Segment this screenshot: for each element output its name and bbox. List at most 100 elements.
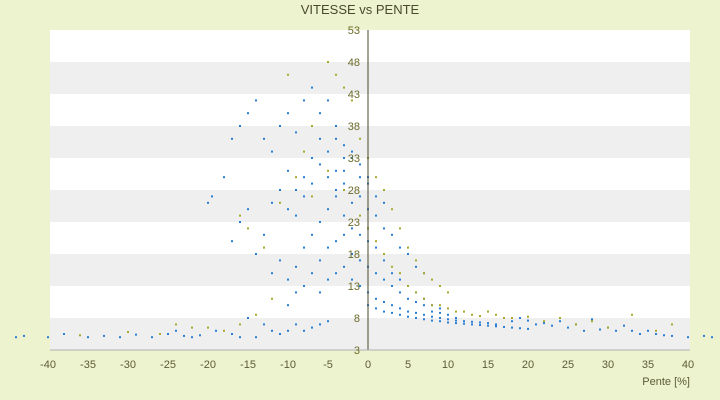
data-point [591,318,593,321]
data-point [647,329,649,332]
grid-band [50,222,690,254]
data-point [447,291,449,294]
data-point [391,311,393,314]
data-point [527,319,529,322]
data-point [463,310,465,313]
data-point [271,329,273,332]
data-point [359,214,361,217]
data-point [383,253,385,255]
data-point [567,326,569,329]
data-point [391,208,393,211]
data-point [303,176,305,179]
x-tick-label: -5 [323,359,333,371]
data-point [359,259,361,262]
data-point [351,253,353,255]
data-point [375,272,377,275]
data-point [423,297,425,300]
x-tick-label: 5 [405,359,411,371]
data-point [311,86,313,89]
data-point [295,214,297,217]
data-point [247,208,249,211]
grid-band [50,318,690,350]
data-point [343,144,345,147]
y-tick-label: 43 [348,89,360,101]
data-point [455,310,457,313]
data-point [415,317,417,319]
data-point [431,310,433,313]
y-tick-label: 53 [348,25,360,37]
grid-band [50,158,690,190]
data-point [263,323,265,326]
data-point [591,320,593,323]
data-point [471,323,473,326]
data-point [383,278,385,281]
data-point [351,227,353,230]
data-point [655,333,657,335]
data-point [511,320,513,323]
data-point [319,221,321,223]
data-point [295,323,297,326]
data-point [335,272,337,275]
data-point [423,313,425,316]
data-point [407,297,409,300]
data-point [447,318,449,321]
data-point [375,214,377,217]
data-point [319,137,321,140]
data-point [383,189,385,191]
data-point [23,334,25,337]
data-point [311,157,313,159]
data-point [375,307,377,310]
data-point [239,125,241,127]
data-point [431,319,433,322]
grid-band [50,286,690,318]
x-tick-label: 0 [365,359,371,371]
data-point [391,272,393,275]
data-point [319,163,321,166]
data-point [639,333,641,335]
data-point [527,327,529,330]
data-point [175,329,177,332]
data-point [279,201,281,204]
data-point [495,323,497,326]
data-point [135,333,137,336]
data-point [399,272,401,275]
data-point [399,291,401,294]
data-point [535,323,537,326]
data-point [151,336,153,339]
x-tick-label: -10 [280,359,296,371]
data-point [119,336,121,339]
data-point [359,137,361,140]
data-point [327,99,329,102]
data-point [239,323,241,326]
data-point [247,317,249,319]
data-point [375,195,377,198]
x-tick-label: -30 [120,359,136,371]
data-point [335,125,337,127]
data-point [303,246,305,249]
data-point [303,329,305,332]
data-point [231,333,233,335]
data-point [391,285,393,287]
x-tick-label: 10 [442,359,454,371]
data-point [295,176,297,179]
data-point [223,176,225,179]
data-point [295,291,297,294]
data-point [431,315,433,318]
data-point [335,195,337,198]
data-point [359,176,361,179]
x-tick-label: 20 [522,359,534,371]
data-point [303,285,305,287]
data-point [471,313,473,316]
data-point [455,322,457,325]
data-point [247,112,249,115]
data-point [319,112,321,115]
data-point [271,201,273,204]
data-point [407,310,409,313]
data-point [351,150,353,153]
data-point [383,201,385,204]
data-point [359,285,361,287]
data-point [671,323,673,326]
data-point [383,310,385,313]
